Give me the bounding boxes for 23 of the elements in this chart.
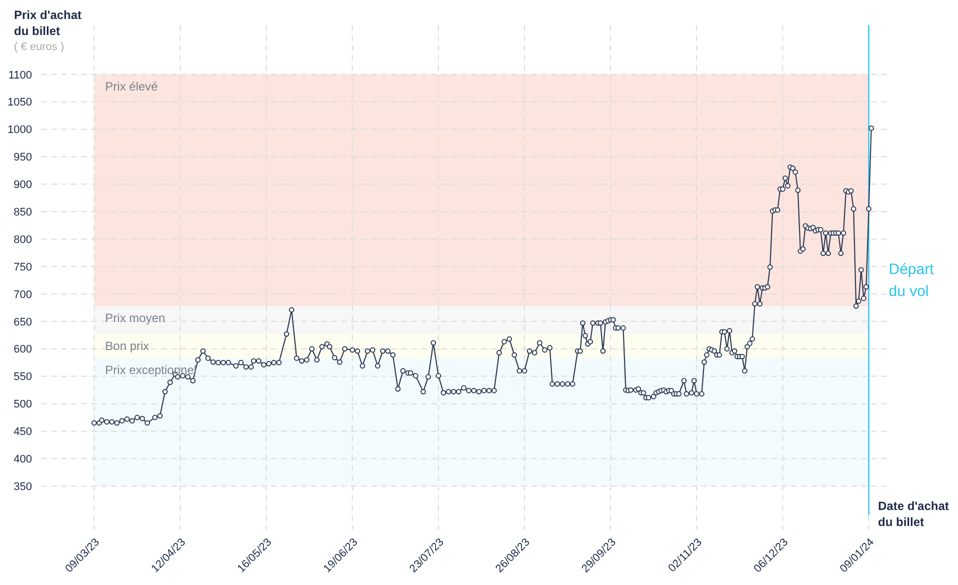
y-tick-label: 1100	[8, 69, 32, 82]
ref-line-label: Départ du vol	[888, 261, 935, 300]
y-tick-label: 600	[14, 344, 32, 356]
y-tick-label: 650	[14, 316, 32, 328]
y-tick-label: 900	[14, 179, 32, 192]
y-tick-label: 1050	[8, 96, 32, 109]
y-tick-label: 850	[14, 206, 32, 218]
y-tick-label: 750	[14, 261, 32, 274]
y-tick-label: 450	[14, 426, 32, 438]
y-tick-label: 950	[14, 152, 32, 164]
x-axis-title: Date d'achat du billet	[878, 499, 949, 529]
y-axis-title: Prix d'achat du billet	[14, 8, 82, 38]
y-tick-label: 350	[14, 480, 32, 493]
annotation: ( € euros )	[14, 41, 64, 53]
y-tick-label: 400	[14, 453, 32, 466]
band-label: Prix élevé	[105, 79, 158, 94]
band-label: Prix moyen	[105, 311, 166, 326]
y-tick-label: 700	[14, 288, 32, 301]
y-tick-label: 500	[14, 398, 32, 411]
y-tick-label: 1000	[8, 124, 32, 136]
y-tick-label: 550	[14, 371, 32, 384]
y-tick-label: 800	[14, 234, 32, 246]
band-label: Bon prix	[105, 339, 150, 354]
